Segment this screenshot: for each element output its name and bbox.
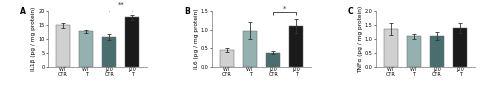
Text: **: ** xyxy=(118,1,124,8)
Text: *: * xyxy=(283,6,287,12)
Bar xyxy=(289,26,303,67)
Bar xyxy=(243,31,257,67)
Bar xyxy=(384,29,398,67)
Text: B: B xyxy=(184,7,190,16)
Bar xyxy=(79,31,93,67)
Text: A: A xyxy=(20,7,26,16)
Y-axis label: IL1β (pg / mg protein): IL1β (pg / mg protein) xyxy=(31,7,36,71)
Bar xyxy=(407,36,421,67)
Bar xyxy=(125,17,140,67)
Bar xyxy=(453,28,468,67)
Y-axis label: IL6 (pg / mg protein): IL6 (pg / mg protein) xyxy=(193,9,199,69)
Text: C: C xyxy=(348,7,354,16)
Bar xyxy=(56,25,70,67)
Bar xyxy=(430,36,444,67)
Bar xyxy=(102,37,116,67)
Y-axis label: TNFα (pg / mg protein): TNFα (pg / mg protein) xyxy=(358,5,362,73)
Bar xyxy=(220,50,234,67)
Bar xyxy=(266,53,280,67)
